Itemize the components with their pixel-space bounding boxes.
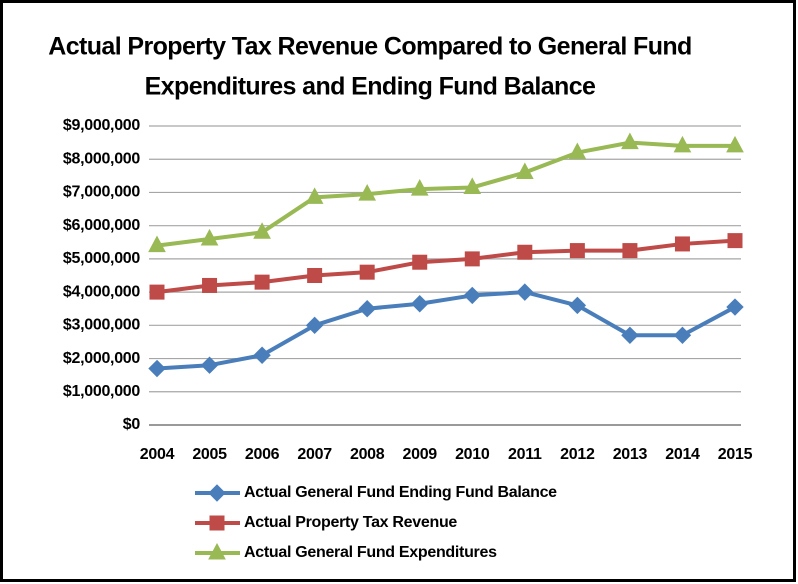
marker [463, 286, 481, 305]
marker [464, 251, 480, 267]
y-tick-label: $7,000,000 [63, 184, 140, 201]
marker [305, 316, 324, 335]
marker [517, 244, 533, 260]
marker [200, 228, 219, 246]
y-tick-label: $8,000,000 [63, 150, 140, 167]
chart-title: Actual Property Tax Revenue Compared to … [48, 33, 691, 61]
marker [253, 346, 271, 364]
marker [410, 179, 429, 196]
chart-title: Expenditures and Ending Fund Balance [145, 73, 596, 101]
legend-label: Actual General Fund Ending Fund Balance [244, 484, 557, 501]
y-tick-label: $5,000,000 [63, 250, 140, 267]
x-tick-label: 2005 [192, 446, 227, 463]
y-tick-label: $3,000,000 [63, 317, 140, 334]
marker [727, 233, 743, 249]
marker [208, 484, 226, 502]
marker [726, 135, 744, 153]
marker [673, 135, 692, 153]
marker [148, 235, 166, 253]
x-tick-label: 2013 [613, 446, 648, 463]
marker [622, 243, 638, 259]
y-tick-label: $9,000,000 [63, 117, 140, 134]
x-tick-label: 2004 [140, 446, 175, 463]
marker [411, 295, 429, 313]
y-tick-label: $2,000,000 [63, 350, 140, 367]
x-tick-label: 2015 [718, 446, 753, 463]
marker [358, 184, 377, 201]
legend-label: Actual General Fund Expenditures [244, 544, 497, 561]
y-tick-label: $1,000,000 [63, 383, 140, 400]
marker [674, 236, 690, 252]
marker [359, 264, 375, 280]
marker [726, 298, 744, 316]
x-tick-label: 2011 [508, 446, 542, 463]
marker [568, 296, 587, 315]
y-tick-label: $0 [123, 416, 141, 433]
marker [569, 243, 585, 259]
y-tick-label: $4,000,000 [63, 283, 140, 300]
marker [307, 268, 323, 283]
series-line [156, 238, 736, 295]
marker [621, 132, 639, 150]
marker [148, 359, 166, 378]
marker [515, 162, 534, 180]
marker [202, 277, 218, 293]
marker [254, 274, 270, 290]
marker [305, 187, 324, 204]
y-tick-label: $6,000,000 [63, 217, 140, 234]
x-tick-label: 2012 [560, 446, 595, 463]
series-line [156, 140, 735, 248]
marker [253, 222, 271, 239]
x-tick-label: 2010 [455, 446, 490, 463]
legend-label: Actual Property Tax Revenue [244, 514, 457, 531]
marker [463, 177, 482, 194]
x-tick-label: 2014 [665, 446, 700, 463]
x-tick-label: 2009 [403, 446, 438, 463]
marker [149, 284, 165, 300]
x-tick-label: 2006 [245, 446, 280, 463]
marker [209, 515, 225, 531]
x-tick-label: 2007 [297, 446, 332, 463]
marker [200, 356, 219, 374]
marker [208, 542, 226, 560]
marker [621, 326, 639, 345]
x-tick-label: 2008 [350, 446, 385, 463]
marker [412, 254, 428, 270]
marker [568, 142, 587, 160]
series-line [156, 290, 736, 371]
marker [358, 300, 376, 318]
marker [673, 326, 692, 345]
marker [516, 283, 534, 301]
